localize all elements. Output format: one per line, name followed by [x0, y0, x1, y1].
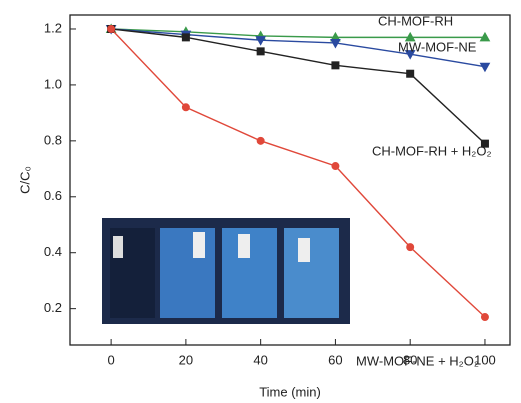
x-tick-label: 20	[179, 352, 193, 367]
marker	[480, 63, 489, 71]
marker	[108, 25, 115, 32]
y-tick-label: 1.0	[44, 76, 62, 91]
y-tick-label: 1.2	[44, 20, 62, 35]
marker	[332, 62, 339, 69]
marker	[182, 104, 189, 111]
series-label: CH-MOF-RH	[378, 13, 453, 28]
x-tick-label: 60	[328, 352, 342, 367]
x-tick-label: 0	[108, 352, 115, 367]
series-label: MW-MOF-NE + H₂O₂	[356, 353, 479, 368]
marker	[481, 314, 488, 321]
x-tick-label: 40	[253, 352, 267, 367]
photo-inset	[102, 218, 350, 324]
y-axis-label: C/C₀	[17, 166, 32, 194]
marker	[257, 137, 264, 144]
marker	[257, 48, 264, 55]
y-tick-label: 0.6	[44, 188, 62, 203]
chart: Time (min) C/C₀ 0204060801000.20.40.60.8…	[0, 0, 521, 403]
y-tick-label: 0.8	[44, 132, 62, 147]
marker	[182, 34, 189, 41]
y-tick-label: 0.2	[44, 300, 62, 315]
marker	[407, 70, 414, 77]
y-tick-label: 0.4	[44, 244, 62, 259]
series-label: MW-MOF-NE	[398, 39, 477, 54]
marker	[332, 163, 339, 170]
series-label: CH-MOF-RH + H₂O₂	[372, 143, 492, 158]
marker	[407, 244, 414, 251]
x-axis-label: Time (min)	[259, 384, 321, 399]
